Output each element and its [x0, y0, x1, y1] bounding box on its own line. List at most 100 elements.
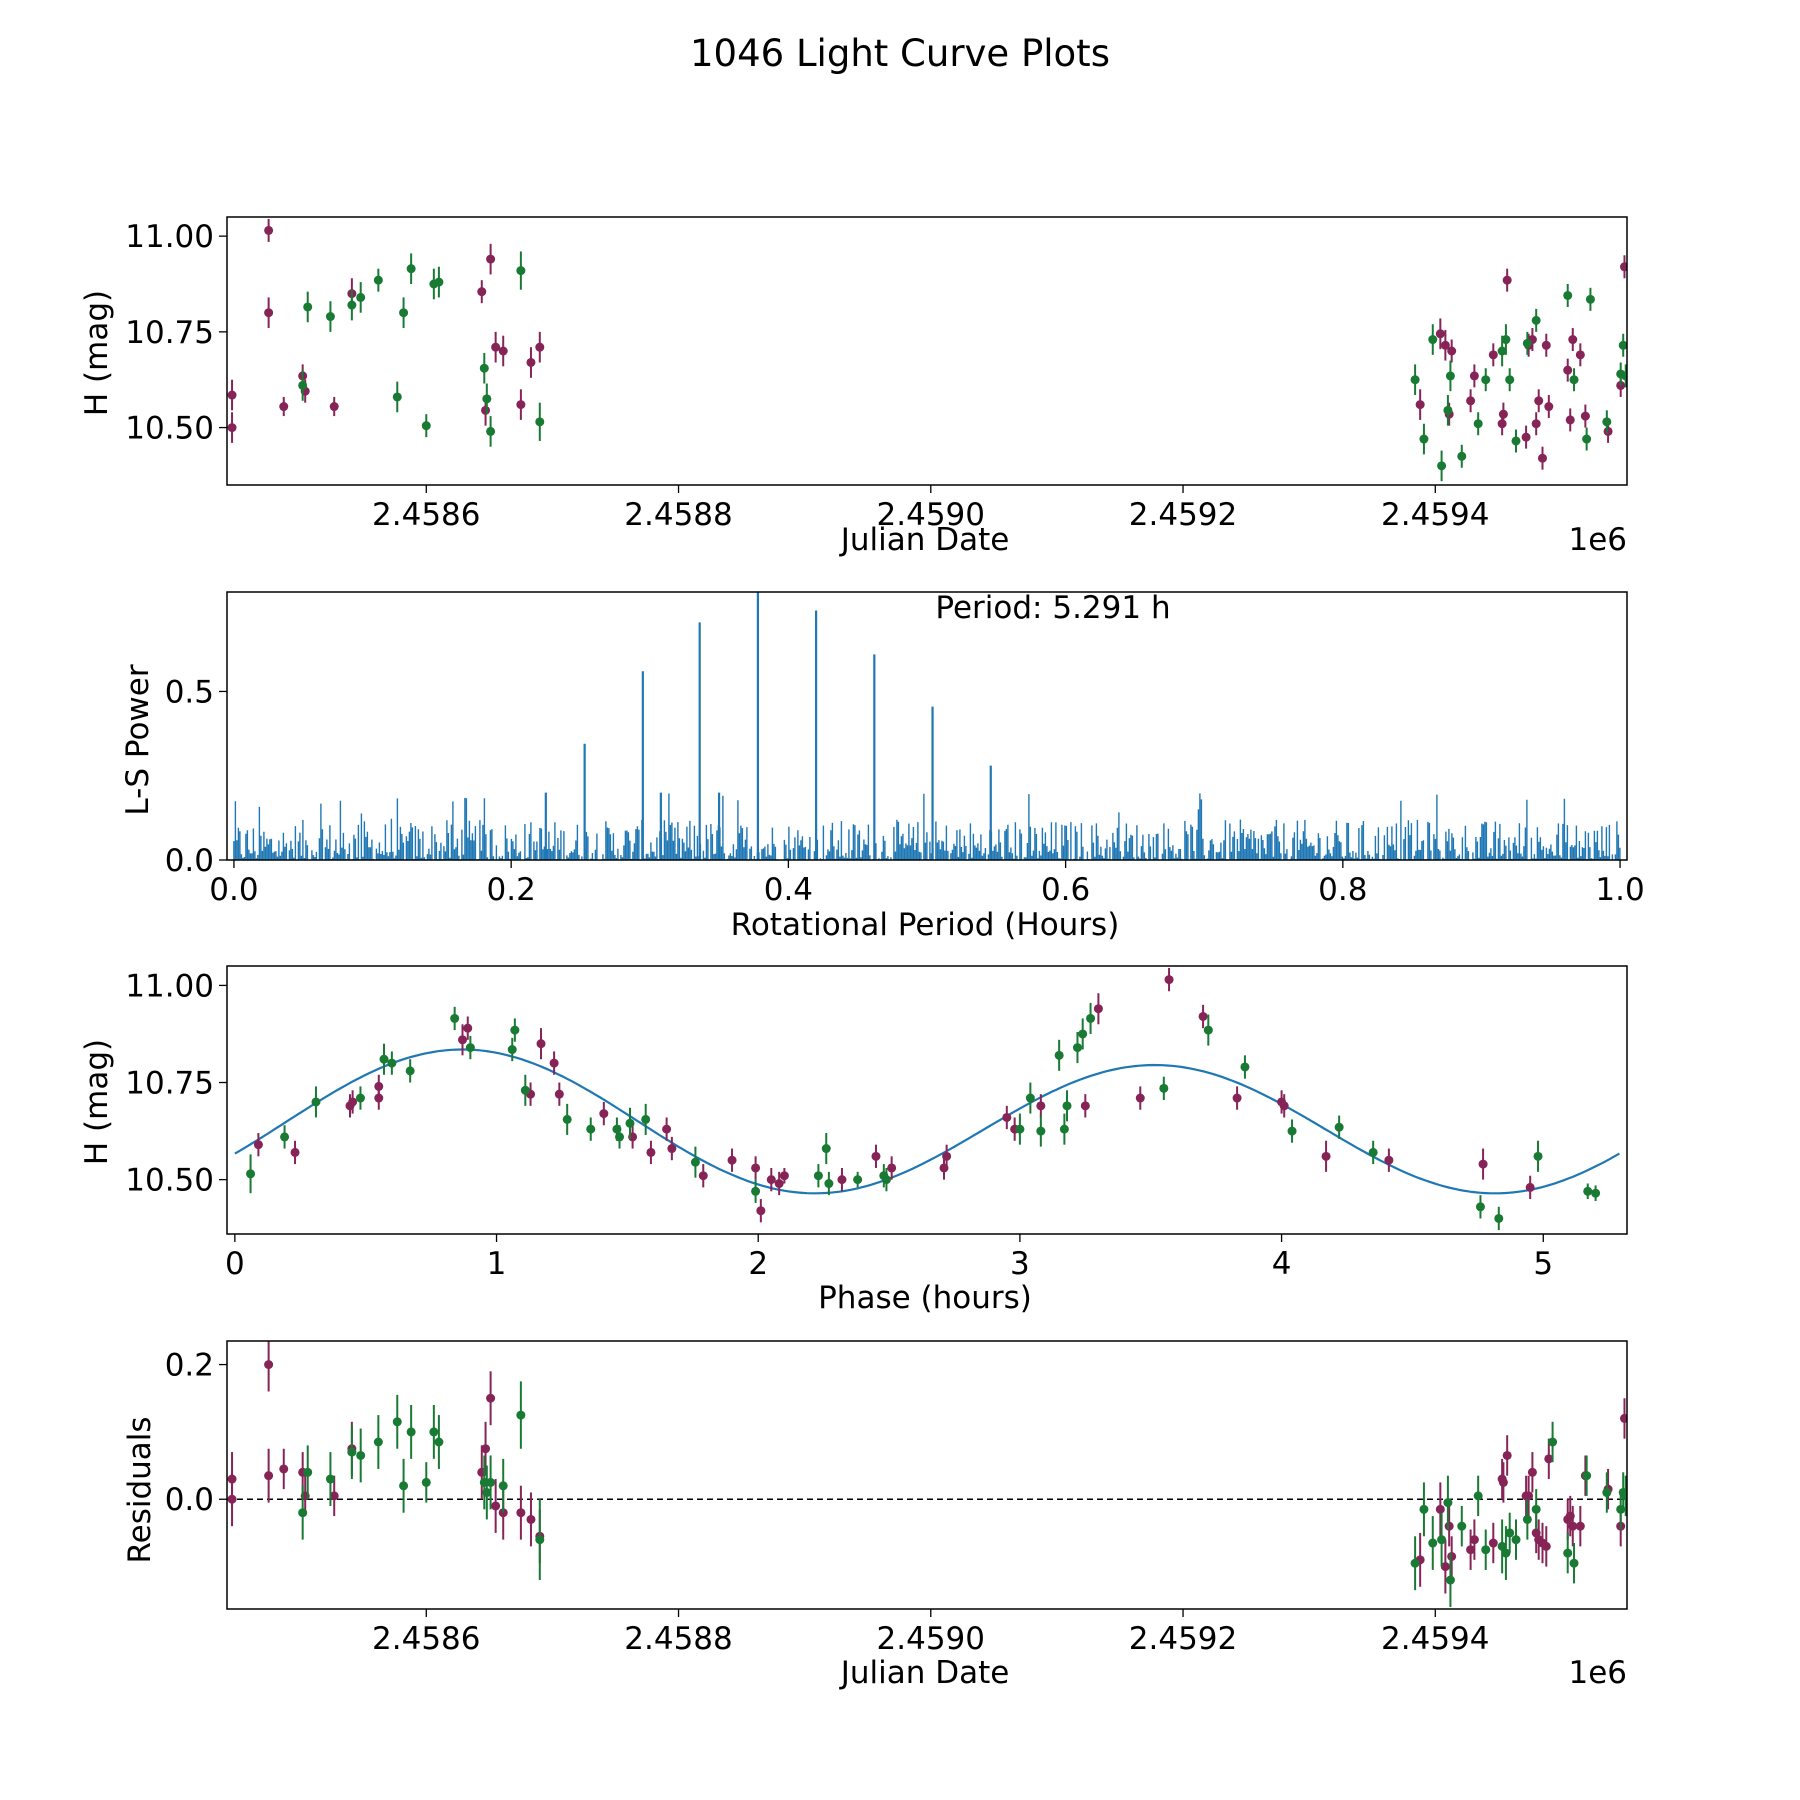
phase-curve-data [234, 967, 1620, 1231]
residuals-point-purple [1469, 1519, 1479, 1560]
residuals-point-purple [264, 1448, 274, 1503]
light-curve-ytick-label: 10.75 [125, 315, 214, 351]
residuals-xlabel: Julian Date [839, 1655, 1010, 1691]
figure-title: 1046 Light Curve Plots [690, 32, 1110, 75]
light-curve-point-purple [477, 280, 487, 304]
light-curve-point-green [421, 414, 431, 438]
light-curve-point-purple [1521, 425, 1531, 449]
phase-curve-point-purple [290, 1140, 300, 1165]
phase-curve-xtick-label: 3 [1010, 1246, 1030, 1282]
residuals-xtick-label: 2.4594 [1381, 1621, 1489, 1657]
light-curve-ytick-label: 11.00 [125, 219, 214, 255]
phase-curve-point-purple [1525, 1175, 1535, 1200]
residuals-point-purple [1575, 1505, 1585, 1547]
residuals-point-green [486, 1455, 496, 1510]
residuals-point-purple [279, 1448, 289, 1490]
residuals-point-purple [526, 1492, 536, 1547]
light-curve-point-green [1419, 423, 1429, 455]
light-curve-xtick-label: 2.4586 [372, 497, 480, 533]
residuals-point-green [298, 1485, 308, 1540]
residuals-data [227, 1341, 1627, 1607]
light-curve-point-green [1582, 427, 1592, 451]
light-curve-point-green [392, 381, 402, 413]
light-curve-offset-label: 1e6 [1568, 522, 1627, 558]
light-curve-point-purple [264, 297, 274, 329]
phase-curve-point-green [562, 1103, 572, 1135]
light-curve-point-purple [1498, 402, 1508, 426]
light-curve-point-green [1457, 444, 1467, 468]
light-curve-point-purple [1466, 389, 1476, 413]
residuals-point-green [1481, 1529, 1491, 1570]
light-curve-point-green [373, 268, 383, 292]
residuals-point-purple [516, 1485, 526, 1540]
phase-curve-point-purple [1279, 1094, 1289, 1118]
light-curve-point-green [1522, 331, 1532, 355]
residuals-point-purple [486, 1371, 496, 1426]
phase-curve-point-green [1334, 1115, 1344, 1139]
phase-curve-point-green [1203, 1014, 1213, 1046]
periodogram-ytick-label: 0.5 [165, 674, 214, 710]
phase-curve-point-green [355, 1086, 365, 1110]
residuals-point-purple [1524, 1475, 1534, 1517]
residuals-point-green [1437, 1512, 1447, 1567]
light-curve-point-purple [1415, 389, 1425, 420]
light-curve-point-green [479, 352, 489, 384]
periodogram-xtick-label: 1.0 [1595, 872, 1644, 908]
residuals-point-purple [1466, 1529, 1476, 1570]
light-curve-point-green [347, 289, 357, 321]
light-curve-point-purple [526, 347, 536, 378]
residuals-point-purple [264, 1341, 274, 1392]
light-curve-point-purple [279, 396, 289, 417]
phase-curve-point-purple [766, 1167, 776, 1192]
residuals-point-green [373, 1415, 383, 1469]
light-curve-xtick-label: 2.4590 [877, 497, 985, 533]
light-curve-point-green [1410, 364, 1420, 396]
phase-curve-point-purple [751, 1156, 761, 1180]
residuals-point-purple [1619, 1398, 1627, 1439]
phase-curve-xtick-label: 5 [1533, 1246, 1553, 1282]
residuals-point-green [1505, 1512, 1515, 1554]
residuals-point-green [1419, 1482, 1429, 1537]
light-curve-point-purple [1541, 333, 1551, 357]
phase-curve-point-purple [549, 1051, 559, 1075]
phase-curve-point-purple [458, 1024, 468, 1056]
residuals-point-purple [1544, 1438, 1554, 1480]
residuals-point-green [1602, 1472, 1612, 1513]
light-curve-point-green [1618, 333, 1627, 357]
phase-curve-point-purple [1478, 1148, 1488, 1180]
light-curve-point-purple [1619, 255, 1627, 279]
phase-curve-point-green [1025, 1082, 1035, 1114]
residuals-point-green [1582, 1455, 1592, 1496]
light-curve-data [227, 218, 1627, 482]
phase-curve-point-purple [253, 1133, 263, 1157]
residuals-point-green [1497, 1519, 1507, 1574]
phase-fit-curve [234, 1048, 1620, 1195]
periodogram-noise [233, 793, 1621, 860]
phase-curve-point-green [1086, 1002, 1096, 1034]
phase-curve-point-purple [779, 1167, 789, 1184]
periodogram-axes-frame [226, 591, 1628, 861]
phase-curve-point-green [821, 1133, 831, 1165]
residuals-ytick-label: 0.2 [165, 1348, 214, 1384]
light-curve-point-purple [227, 412, 237, 443]
light-curve-point-green [1531, 308, 1541, 332]
residuals-point-green [482, 1465, 492, 1520]
phase-curve-point-green [615, 1125, 625, 1149]
periodogram-xlabel: Rotational Period (Hours) [731, 907, 1120, 943]
periodogram-annotation: Period: 5.291 h [935, 590, 1170, 626]
phase-curve-ytick-label: 11.00 [125, 968, 214, 1004]
phase-curve-xtick-label: 0 [225, 1246, 245, 1282]
phase-curve-point-green [1159, 1076, 1169, 1100]
phase-curve-point-green [1494, 1206, 1504, 1231]
phase-curve-point-green [813, 1164, 823, 1188]
phase-curve-point-purple [1232, 1086, 1242, 1110]
light-curve-point-purple [227, 379, 237, 411]
phase-curve-point-purple [667, 1136, 677, 1161]
light-curve-point-green [406, 253, 416, 284]
phase-curve-point-green [824, 1171, 834, 1196]
phase-curve-point-green [1591, 1185, 1601, 1201]
phase-curve-point-green [507, 1037, 517, 1062]
light-curve-ylabel: H (mag) [79, 290, 115, 416]
light-curve-point-purple [1537, 446, 1547, 470]
residuals-ytick-label: 0.0 [165, 1482, 214, 1518]
